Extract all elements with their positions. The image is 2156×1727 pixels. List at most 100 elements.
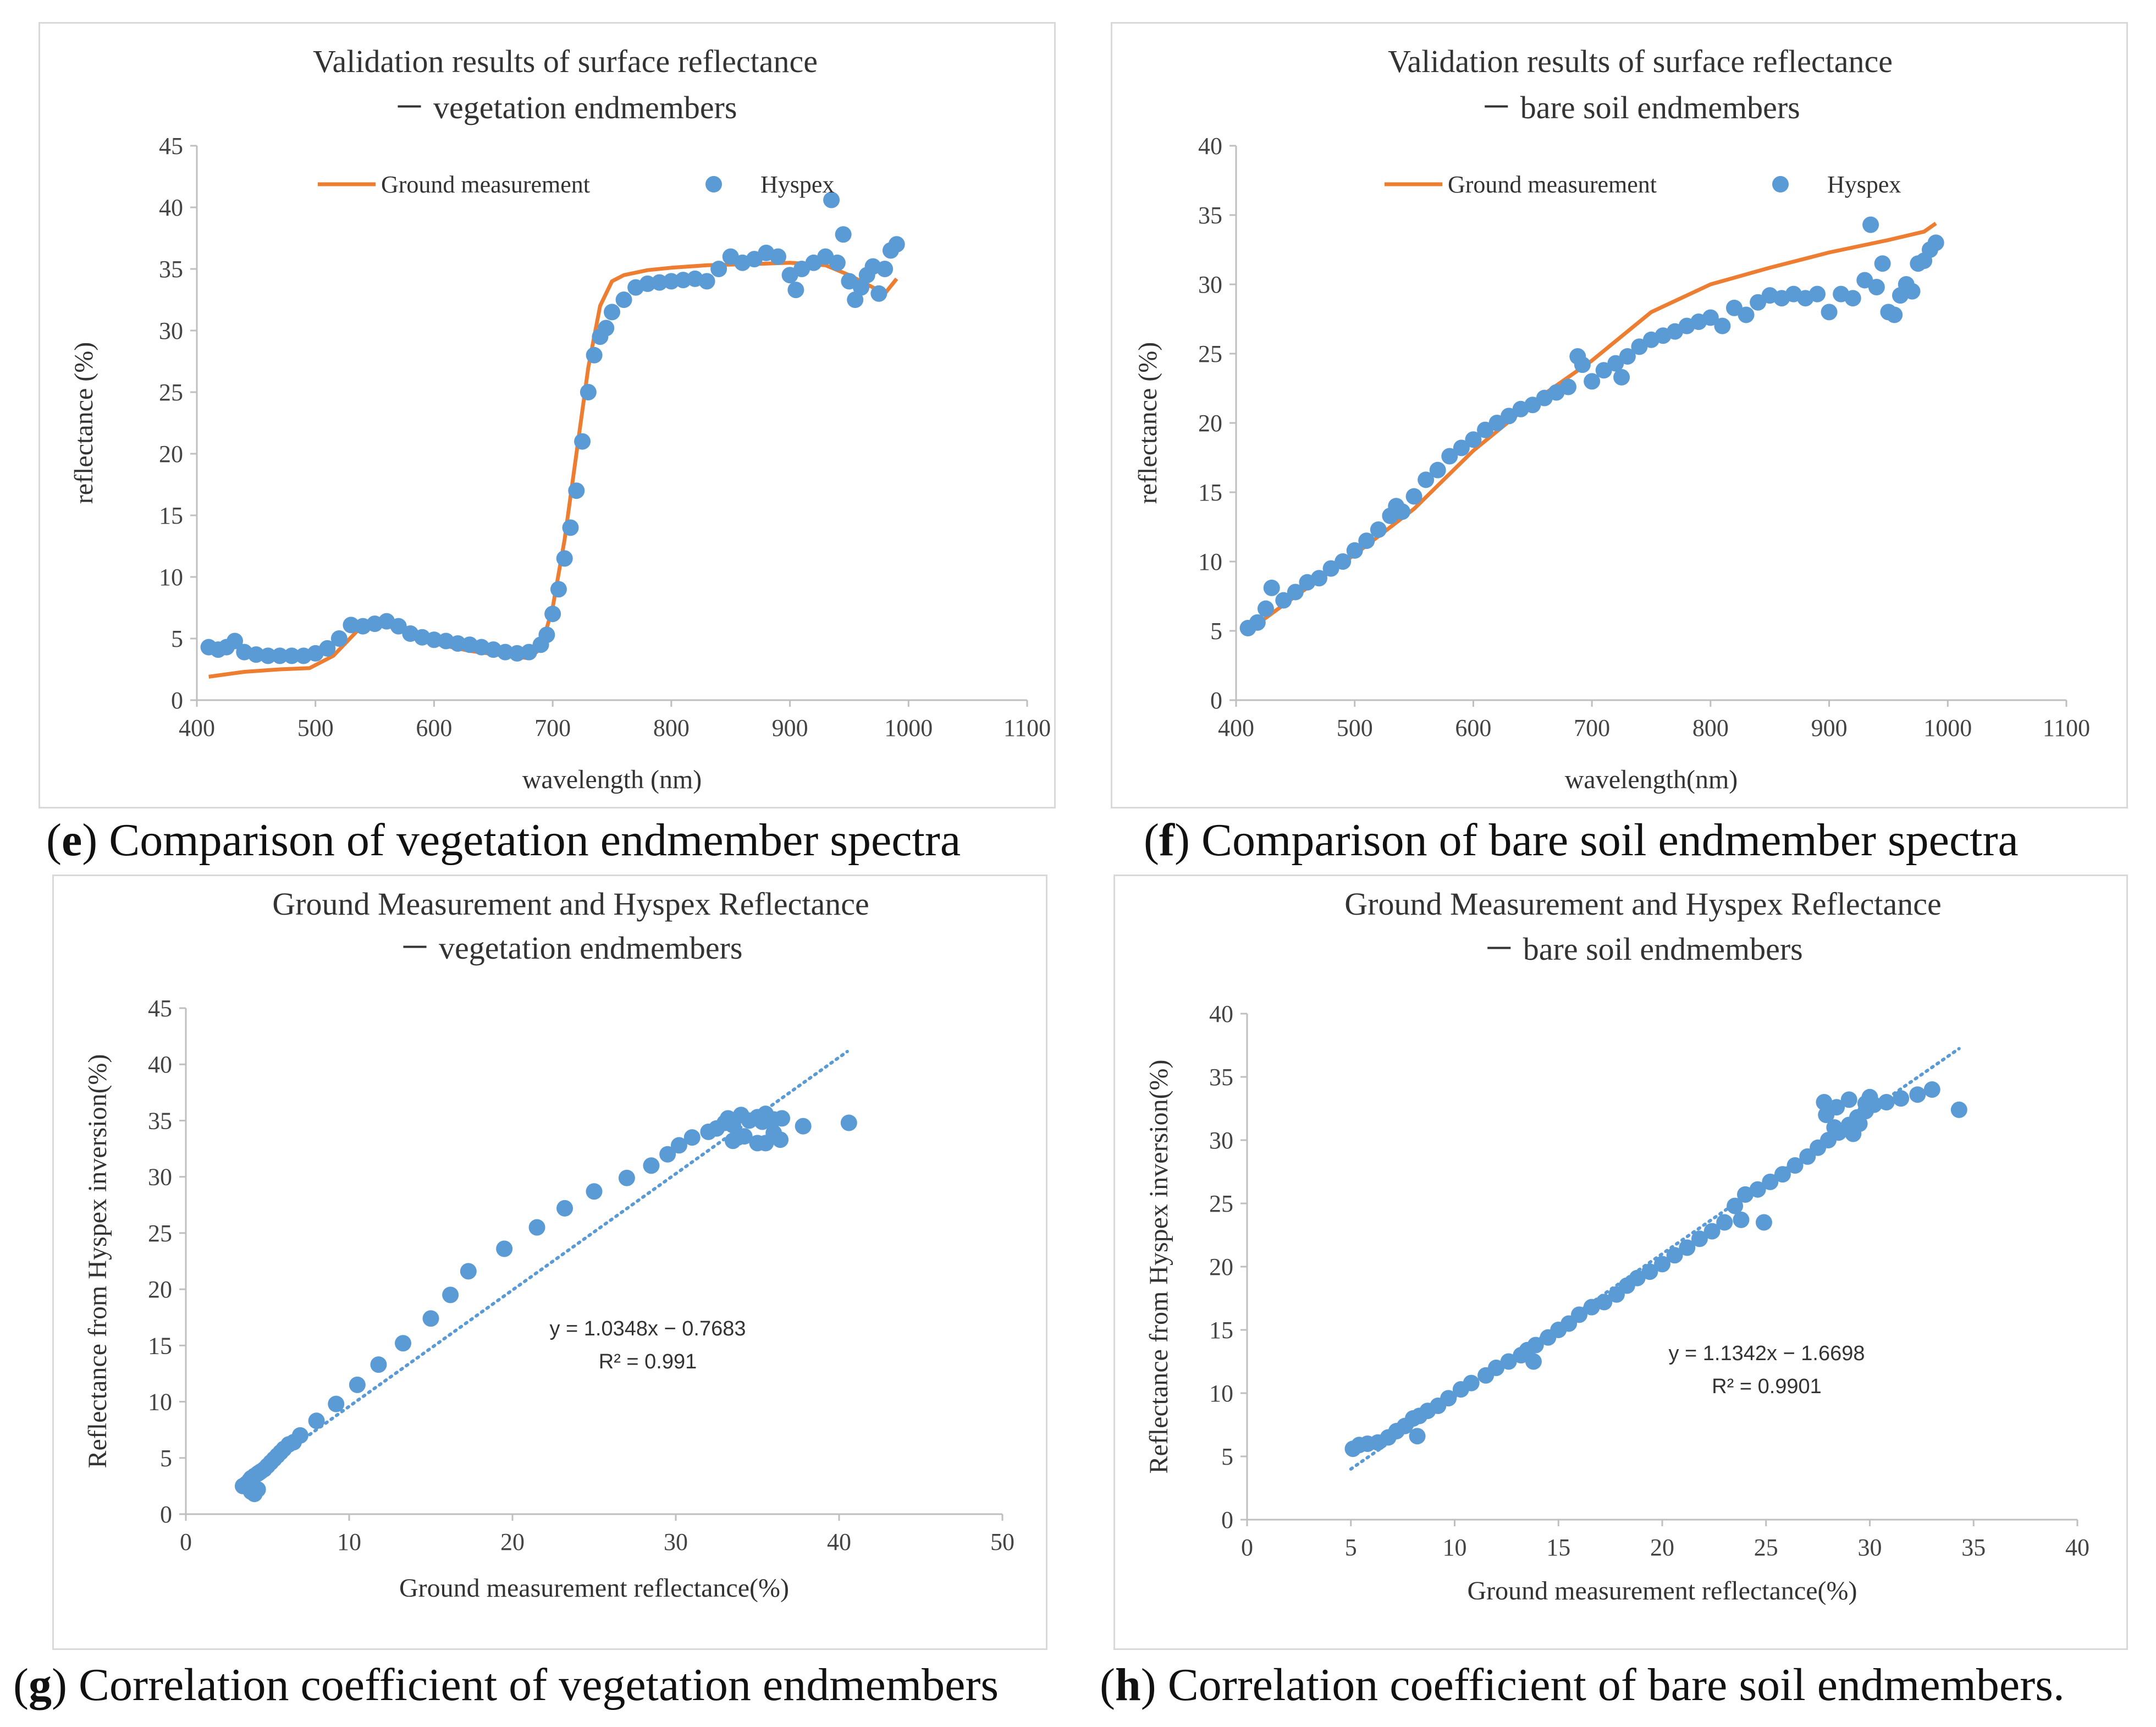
hyspex-point [1762, 1173, 1779, 1190]
legend-hyspex-swatch [705, 176, 722, 193]
hyspex-point [1818, 1107, 1835, 1123]
hyspex-point [1874, 255, 1891, 272]
hyspex-point [1560, 378, 1576, 395]
chart-e: Validation results of surface reflectanc… [69, 43, 1051, 794]
hyspex-point [247, 646, 264, 663]
y-tick-label: 15 [1198, 479, 1222, 506]
hyspex-point [1738, 306, 1755, 323]
trendline-r2: R² = 0.991 [599, 1350, 697, 1373]
hyspex-point [1809, 285, 1826, 302]
x-tick-label: 800 [653, 714, 690, 741]
chart-title: － bare soil endmembers [1480, 90, 1800, 125]
x-tick-label: 600 [1455, 714, 1491, 741]
hyspex-point [618, 1169, 635, 1186]
hyspex-point [247, 1482, 264, 1499]
hyspex-point [426, 631, 443, 648]
y-tick-label: 10 [148, 1389, 172, 1416]
chart-title: Validation results of surface reflectanc… [313, 43, 818, 79]
hyspex-point [1703, 1223, 1721, 1240]
hyspex-point [1691, 1230, 1708, 1247]
hyspex-point [497, 644, 514, 661]
hyspex-point [1571, 1306, 1587, 1323]
chart-title: － bare soil endmembers [1483, 931, 1802, 967]
hyspex-point [604, 304, 620, 321]
hyspex-point [390, 618, 407, 635]
chart-title: Ground Measurement and Hyspex Reflectanc… [272, 886, 869, 922]
hyspex-point [663, 273, 680, 290]
y-tick-label: 20 [148, 1276, 172, 1303]
hyspex-point [1727, 1197, 1744, 1214]
x-tick-label: 700 [1574, 714, 1610, 741]
hyspex-point [698, 273, 715, 290]
y-tick-label: 0 [1210, 687, 1222, 714]
hyspex-point [888, 236, 905, 253]
y-tick-label: 45 [148, 995, 172, 1022]
hyspex-point [1774, 1166, 1791, 1183]
hyspex-point [1755, 1214, 1772, 1231]
hyspex-point [1500, 1353, 1517, 1370]
hyspex-point [1335, 553, 1352, 570]
x-tick-label: 700 [534, 714, 571, 741]
trendline-r2: R² = 0.9901 [1712, 1375, 1822, 1398]
hyspex-point [449, 635, 466, 652]
y-tick-label: 10 [1209, 1380, 1233, 1407]
hyspex-point [1263, 579, 1280, 596]
x-tick-label: 30 [664, 1528, 688, 1555]
hyspex-point [349, 1376, 366, 1393]
hyspex-point [586, 1183, 603, 1200]
hyspex-point [1716, 1214, 1733, 1231]
y-tick-label: 30 [159, 317, 183, 344]
hyspex-point [343, 617, 360, 634]
hyspex-point [639, 275, 656, 292]
y-tick-label: 40 [1198, 133, 1222, 160]
hyspex-point [1613, 369, 1630, 386]
hyspex-point [823, 191, 840, 208]
x-tick-label: 50 [990, 1528, 1014, 1555]
x-tick-label: 10 [337, 1528, 361, 1555]
y-tick-label: 25 [159, 379, 183, 406]
x-tick-label: 1000 [1923, 714, 1972, 741]
chart-title: Ground Measurement and Hyspex Reflectanc… [1344, 886, 1942, 922]
y-tick-label: 15 [1209, 1317, 1233, 1344]
hyspex-point [460, 1263, 477, 1280]
x-tick-label: 900 [772, 714, 808, 741]
hyspex-point [556, 1200, 574, 1217]
y-axis-label: reflectance (%) [69, 342, 98, 504]
caption-e: (e) Comparison of vegetation endmember s… [46, 815, 961, 866]
y-tick-label: 35 [148, 1107, 172, 1134]
x-tick-label: 10 [1443, 1534, 1467, 1561]
hyspex-point [422, 1310, 439, 1327]
y-tick-label: 30 [1209, 1127, 1233, 1154]
hyspex-point [1927, 234, 1944, 251]
x-tick-label: 35 [1961, 1534, 1986, 1561]
hyspex-point [556, 550, 573, 567]
x-tick-label: 40 [2065, 1534, 2089, 1561]
hyspex-point [1287, 584, 1304, 601]
x-tick-label: 1000 [884, 714, 933, 741]
chart-panel-f: Validation results of surface reflectanc… [1111, 22, 2128, 809]
hyspex-point [772, 1131, 789, 1148]
hyspex-point [586, 346, 603, 364]
hyspex-point [670, 1137, 687, 1154]
y-tick-label: 30 [1198, 271, 1222, 298]
hyspex-point [538, 626, 555, 644]
x-tick-label: 30 [1858, 1534, 1882, 1561]
x-tick-label: 1100 [1003, 714, 1051, 741]
hyspex-point [509, 645, 526, 662]
hyspex-point [370, 1356, 387, 1373]
hyspex-point [1844, 290, 1861, 307]
hyspex-point [1733, 1211, 1750, 1228]
caption-f: (f) Comparison of bare soil endmember sp… [1144, 815, 2019, 866]
hyspex-point [847, 292, 864, 308]
y-tick-label: 0 [171, 687, 183, 714]
hyspex-point [568, 482, 585, 499]
hyspex-point [643, 1157, 660, 1174]
hyspex-point [1893, 1090, 1910, 1107]
chart-title: － vegetation endmembers [394, 90, 737, 125]
hyspex-point [1249, 614, 1266, 631]
x-tick-label: 500 [297, 714, 334, 741]
hyspex-point [1409, 1428, 1426, 1445]
y-tick-label: 0 [160, 1501, 172, 1528]
hyspex-point [544, 606, 561, 623]
hyspex-point [260, 647, 277, 664]
